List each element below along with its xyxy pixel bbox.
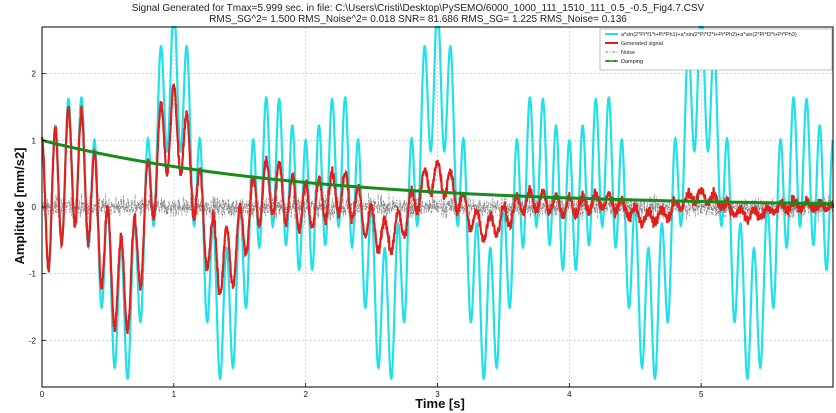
- x-tick-label: 1: [172, 390, 177, 399]
- series-line-damping: [41, 138, 833, 206]
- legend-label-noise: Noise: [621, 50, 635, 56]
- y-tick-label: 1: [32, 136, 37, 145]
- y-tick-label: 2: [32, 70, 37, 79]
- legend-label-generated: Generated signal: [621, 41, 663, 47]
- legend: a*sin(2*Pi*f1*t+Pi*Ph1)+a*sin(2*Pi*f2*t+…: [599, 28, 833, 71]
- x-tick-label: 0: [40, 390, 45, 399]
- y-tick-label: 0: [32, 203, 37, 212]
- chart-subtitle: RMS_SG^2= 1.500 RMS_Noise^2= 0.018 SNR= …: [209, 14, 627, 25]
- x-axis-label: Time [s]: [415, 396, 465, 411]
- x-ticks: 0 1 2 3 4 5: [40, 383, 704, 399]
- y-tick-label: -2: [29, 336, 37, 345]
- y-ticks: -2 -1 0 1 2: [29, 70, 46, 345]
- legend-box: [599, 28, 833, 71]
- legend-label-sum: a*sin(2*Pi*f1*t+Pi*Ph1)+a*sin(2*Pi*f2*t+…: [621, 32, 797, 38]
- y-tick-label: -1: [29, 270, 37, 279]
- x-tick-label: 5: [699, 390, 704, 399]
- x-tick-label: 2: [303, 390, 308, 399]
- chart-title: Signal Generated for Tmax=5.999 sec. in …: [132, 3, 705, 14]
- series-line-noise: [41, 190, 834, 224]
- x-tick-label: 4: [567, 390, 572, 399]
- legend-marker-damping-2: [613, 59, 617, 63]
- legend-label-damping: Damping: [621, 59, 643, 65]
- y-axis-label: Amplitude [mm/s2]: [12, 147, 27, 264]
- series-line-generated: [40, 83, 835, 335]
- legend-marker-damping: [606, 59, 610, 63]
- x-tick-label: 3: [435, 390, 440, 399]
